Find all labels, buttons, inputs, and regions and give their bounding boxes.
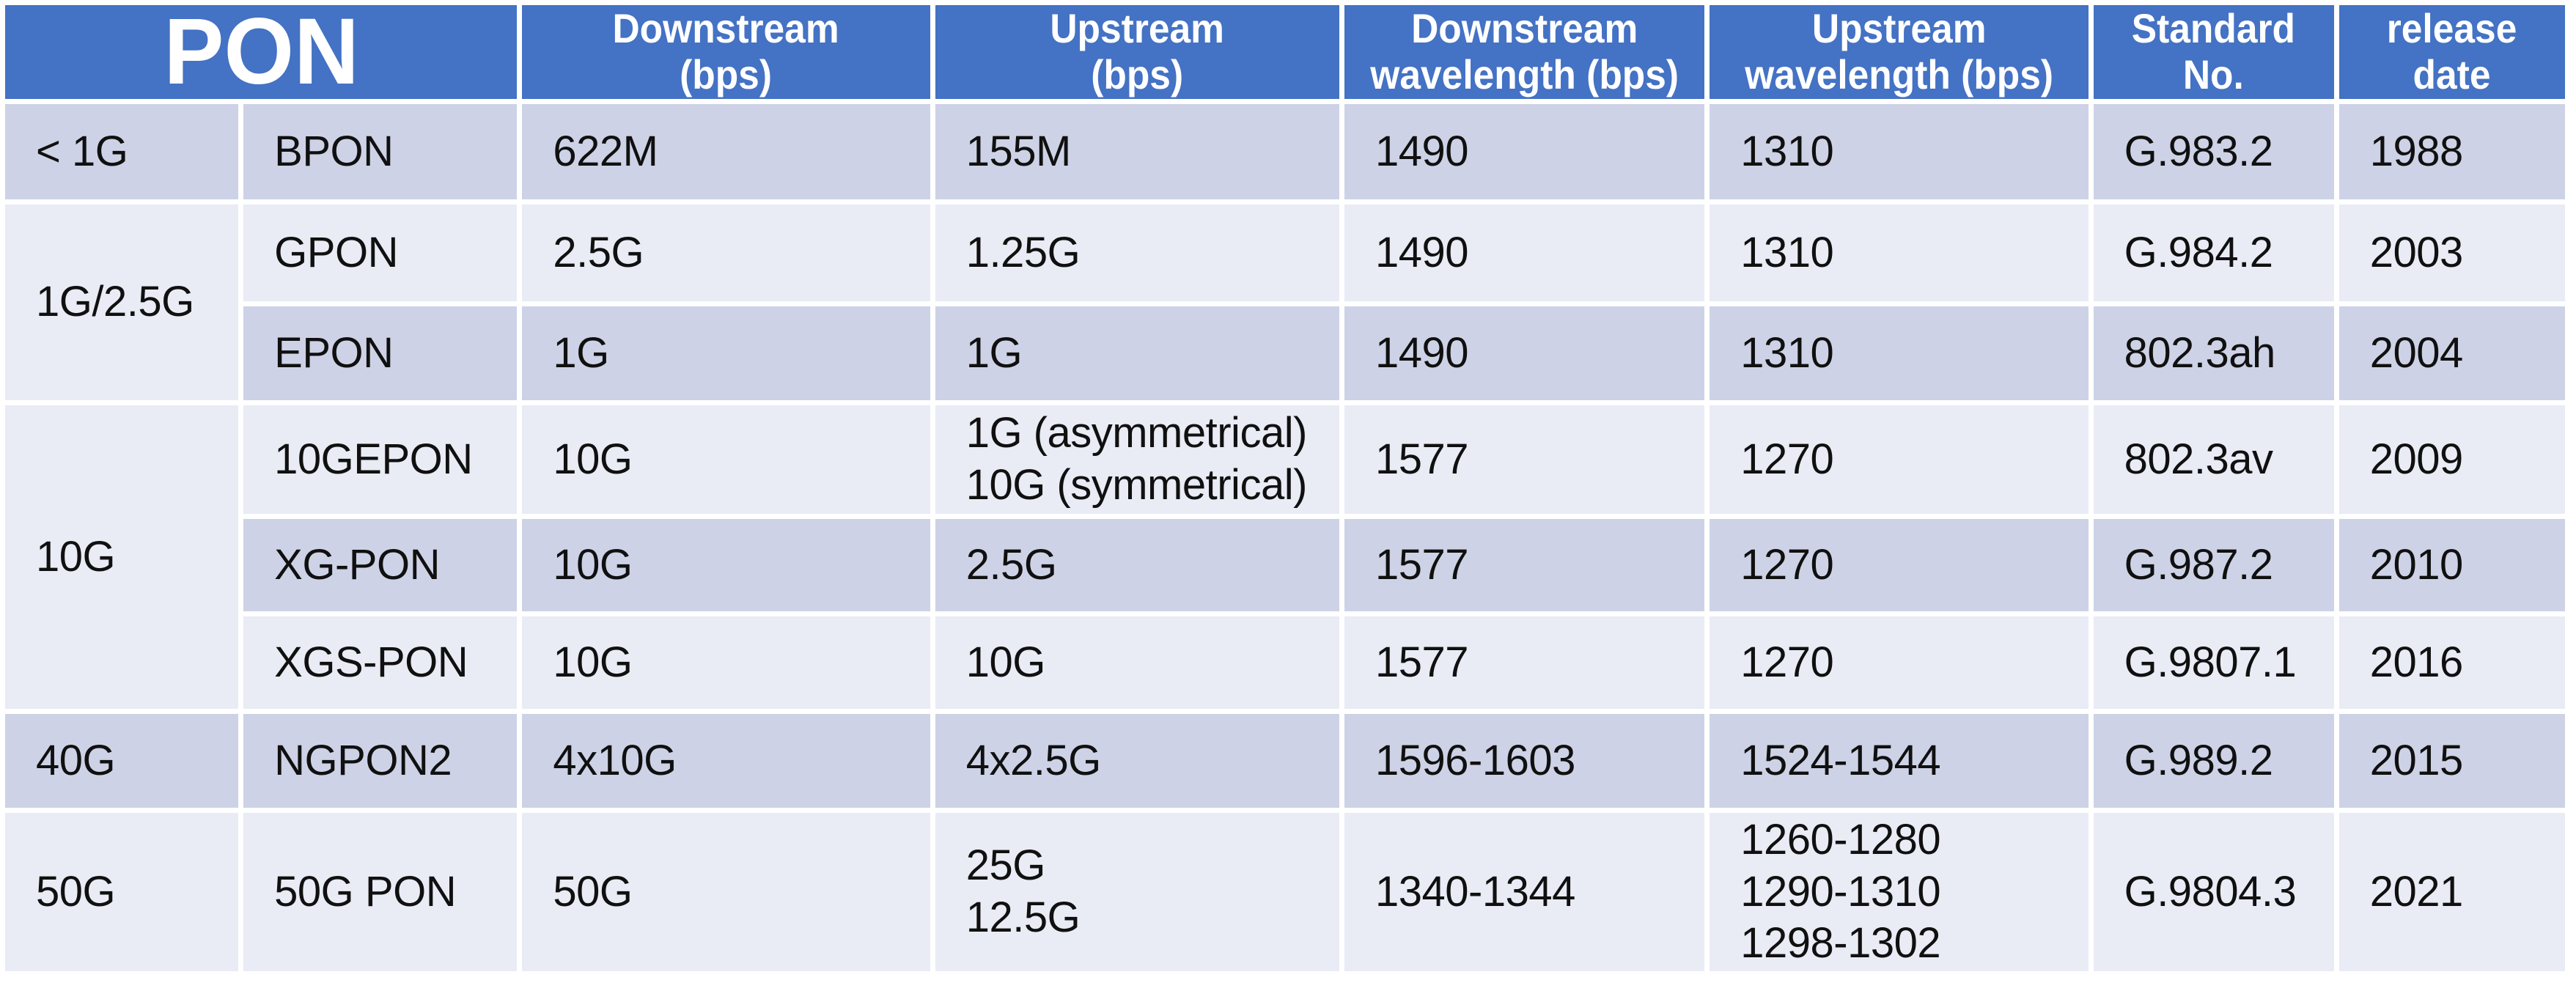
cell-downstream: 10G	[522, 405, 930, 514]
table-row-epon: EPON 1G 1G 1490 1310 802.3ah 2004	[5, 306, 2565, 400]
cell-upstream-wavelength: 1270	[1710, 405, 2089, 514]
table-row-bpon: < 1G BPON 622M 155M 1490 1310 G.983.2 19…	[5, 104, 2565, 199]
cell-upstream: 2.5G	[935, 519, 1339, 611]
cell-pon-name: NGPON2	[243, 714, 518, 808]
cell-standard-no: G.9807.1	[2093, 616, 2334, 709]
cell-release-date: 2021	[2338, 813, 2565, 971]
cell-release-date: 2009	[2338, 405, 2565, 514]
cell-downstream-wavelength: 1490	[1344, 205, 1705, 301]
cell-standard-no: G.987.2	[2093, 519, 2334, 611]
cell-upstream-wavelength: 1270	[1710, 616, 2089, 709]
cell-standard-no: G.989.2	[2093, 714, 2334, 808]
cell-pon-name: XGS-PON	[243, 616, 518, 709]
cell-generation: < 1G	[5, 104, 239, 199]
cell-generation: 10G	[5, 405, 239, 709]
cell-downstream-wavelength: 1577	[1344, 519, 1705, 611]
header-standard-no: Standard No.	[2093, 5, 2334, 99]
cell-upstream: 155M	[935, 104, 1339, 199]
header-downstream-bps: Downstream (bps)	[522, 5, 930, 99]
table-title: PON	[163, 5, 359, 99]
cell-release-date: 2015	[2338, 714, 2565, 808]
cell-release-date: 2010	[2338, 519, 2565, 611]
cell-release-date: 2016	[2338, 616, 2565, 709]
cell-pon-name: 50G PON	[243, 813, 518, 971]
cell-upstream-wavelength: 1260-1280 1290-1310 1298-1302	[1710, 813, 2089, 971]
cell-pon-name: XG-PON	[243, 519, 518, 611]
cell-downstream: 50G	[522, 813, 930, 971]
cell-upstream: 4x2.5G	[935, 714, 1339, 808]
cell-upstream-wavelength: 1310	[1710, 205, 2089, 301]
pon-standards-table: PON Downstream (bps) Upstream (bps) Down…	[5, 5, 2565, 971]
cell-downstream-wavelength: 1596-1603	[1344, 714, 1705, 808]
cell-standard-no: 802.3av	[2093, 405, 2334, 514]
header-upstream-wavelength: Upstream wavelength (bps)	[1710, 5, 2089, 99]
cell-standard-no: G.983.2	[2093, 104, 2334, 199]
cell-downstream: 622M	[522, 104, 930, 199]
cell-pon-name: BPON	[243, 104, 518, 199]
cell-upstream-wavelength: 1310	[1710, 104, 2089, 199]
cell-downstream-wavelength: 1340-1344	[1344, 813, 1705, 971]
cell-standard-no: G.9804.3	[2093, 813, 2334, 971]
cell-pon-name: GPON	[243, 205, 518, 301]
header-upstream-bps: Upstream (bps)	[935, 5, 1339, 99]
header-release-date: release date	[2338, 5, 2565, 99]
cell-downstream-wavelength: 1490	[1344, 306, 1705, 400]
table-row-50gpon: 50G 50G PON 50G 25G 12.5G 1340-1344 1260…	[5, 813, 2565, 971]
table-row-xgspon: XGS-PON 10G 10G 1577 1270 G.9807.1 2016	[5, 616, 2565, 709]
cell-generation: 1G/2.5G	[5, 205, 239, 400]
table-row-10gepon: 10G 10GEPON 10G 1G (asymmetrical) 10G (s…	[5, 405, 2565, 709]
cell-upstream: 1G	[935, 306, 1339, 400]
cell-standard-no: 802.3ah	[2093, 306, 2334, 400]
cell-downstream: 2.5G	[522, 205, 930, 301]
table-row-gpon: 1G/2.5G GPON 2.5G 1.25G 1490 1310 G.984.…	[5, 205, 2565, 400]
table-row-ngpon2: 40G NGPON2 4x10G 4x2.5G 1596-1603 1524-1…	[5, 714, 2565, 808]
cell-downstream: 10G	[522, 616, 930, 709]
cell-upstream: 1.25G	[935, 205, 1339, 301]
table-row-xgpon: XG-PON 10G 2.5G 1577 1270 G.987.2 2010	[5, 519, 2565, 611]
cell-upstream-wavelength: 1524-1544	[1710, 714, 2089, 808]
cell-pon-name: EPON	[243, 306, 518, 400]
cell-downstream-wavelength: 1577	[1344, 616, 1705, 709]
cell-release-date: 2003	[2338, 205, 2565, 301]
cell-downstream-wavelength: 1577	[1344, 405, 1705, 514]
cell-downstream: 10G	[522, 519, 930, 611]
cell-pon-name: 10GEPON	[243, 405, 518, 514]
cell-downstream: 4x10G	[522, 714, 930, 808]
cell-downstream-wavelength: 1490	[1344, 104, 1705, 199]
cell-release-date: 1988	[2338, 104, 2565, 199]
cell-upstream: 25G 12.5G	[935, 813, 1339, 971]
header-downstream-wavelength: Downstream wavelength (bps)	[1344, 5, 1705, 99]
cell-standard-no: G.984.2	[2093, 205, 2334, 301]
cell-upstream: 1G (asymmetrical) 10G (symmetrical)	[935, 405, 1339, 514]
cell-generation: 50G	[5, 813, 239, 971]
header-pon: PON	[5, 5, 518, 99]
cell-generation: 40G	[5, 714, 239, 808]
cell-upstream-wavelength: 1310	[1710, 306, 2089, 400]
header-row: PON Downstream (bps) Upstream (bps) Down…	[5, 5, 2565, 99]
cell-upstream-wavelength: 1270	[1710, 519, 2089, 611]
cell-upstream: 10G	[935, 616, 1339, 709]
cell-downstream: 1G	[522, 306, 930, 400]
cell-release-date: 2004	[2338, 306, 2565, 400]
